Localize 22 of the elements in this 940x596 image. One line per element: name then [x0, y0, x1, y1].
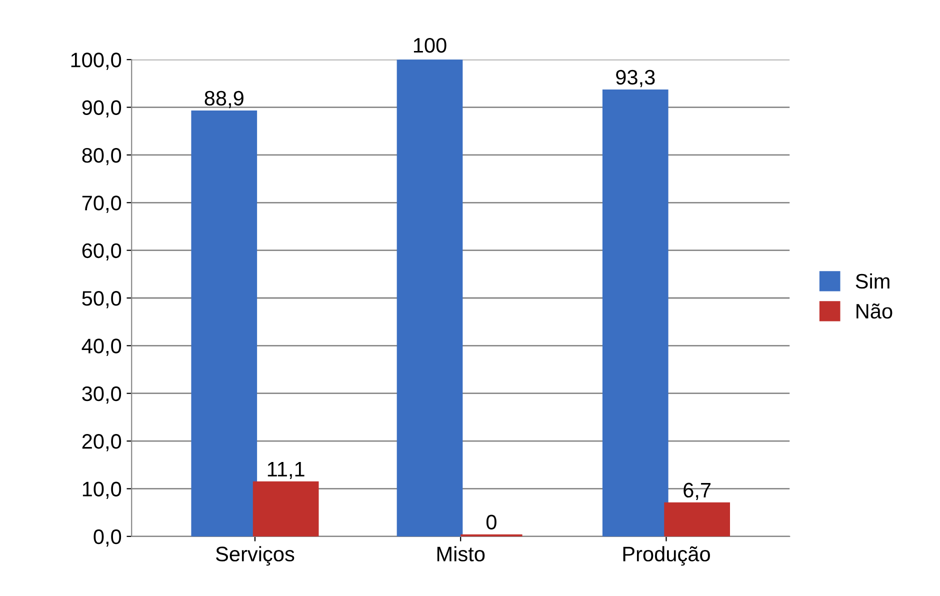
data-label: 0 — [486, 514, 496, 530]
y-tick-label: 50,0 — [82, 291, 122, 308]
x-tick-label: Serviços — [216, 546, 294, 566]
y-tick-label: 70,0 — [82, 196, 122, 213]
y-tick-label: 90,0 — [82, 100, 122, 118]
y-tick-label: 30,0 — [82, 386, 122, 404]
y-tick-label: 80,0 — [82, 148, 122, 166]
y-tick-label: 20,0 — [82, 434, 122, 452]
y-tick-label: 40,0 — [82, 338, 122, 356]
data-label: 6,7 — [684, 482, 711, 500]
y-tick-label: 10,0 — [82, 482, 122, 499]
x-tick-label: Misto — [437, 546, 485, 562]
data-label: 93,3 — [616, 70, 655, 88]
legend-label: Sim — [856, 273, 890, 289]
x-tick-label: Produção — [623, 546, 710, 566]
y-tick-label: 60,0 — [82, 243, 122, 261]
y-tick-label: 100,0 — [71, 52, 122, 70]
legend-label: Não — [856, 303, 892, 319]
data-label: 88,9 — [204, 90, 244, 108]
y-tick-label: 0,0 — [94, 529, 122, 547]
data-label: 100 — [414, 38, 446, 53]
data-label: 11,1 — [268, 462, 304, 480]
